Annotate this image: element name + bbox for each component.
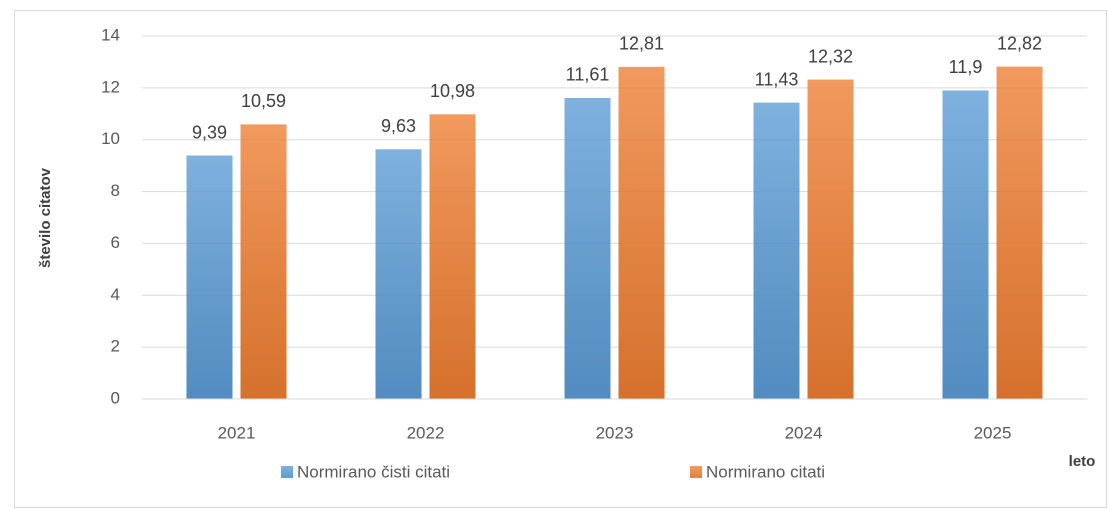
bar (186, 155, 233, 399)
data-label: 12,82 (997, 33, 1042, 53)
chart-border (14, 10, 1107, 508)
legend-label: Normirano citati (706, 462, 825, 481)
legend-swatch (690, 466, 702, 478)
data-label: 9,39 (192, 122, 227, 142)
y-tick-label: 10 (101, 129, 120, 148)
x-axis-label: leto (1069, 453, 1096, 470)
data-label: 9,63 (381, 116, 416, 136)
data-label: 12,32 (808, 46, 853, 66)
bar (807, 79, 854, 399)
legend-label: Normirano čisti citati (297, 462, 450, 481)
data-label: 11,43 (755, 69, 799, 89)
y-tick-label: 4 (111, 285, 120, 304)
data-label: 11,61 (566, 65, 610, 85)
y-tick-label: 12 (101, 77, 120, 96)
x-tick-label: 2025 (974, 423, 1012, 442)
x-tick-label: 2024 (785, 423, 823, 442)
y-tick-label: 14 (101, 25, 120, 44)
y-tick-label: 8 (111, 181, 120, 200)
bar (996, 66, 1043, 400)
x-tick-label: 2022 (407, 423, 445, 442)
y-tick-label: 6 (111, 233, 120, 252)
y-axis-label: število citatov (37, 167, 54, 268)
x-tick-label: 2023 (596, 423, 634, 442)
y-tick-label: 2 (111, 337, 120, 356)
y-tick-label: 0 (111, 388, 120, 407)
data-label: 10,59 (241, 91, 286, 111)
bar (618, 66, 665, 399)
bar (429, 114, 476, 399)
bar (942, 90, 989, 399)
bar (240, 124, 287, 399)
bar (753, 102, 800, 400)
legend-swatch (281, 466, 293, 478)
data-label: 10,98 (430, 81, 475, 101)
data-label: 11,9 (949, 57, 983, 77)
data-label: 12,81 (619, 34, 664, 54)
bar (375, 149, 422, 399)
bar (564, 97, 611, 399)
x-tick-label: 2021 (218, 423, 256, 442)
